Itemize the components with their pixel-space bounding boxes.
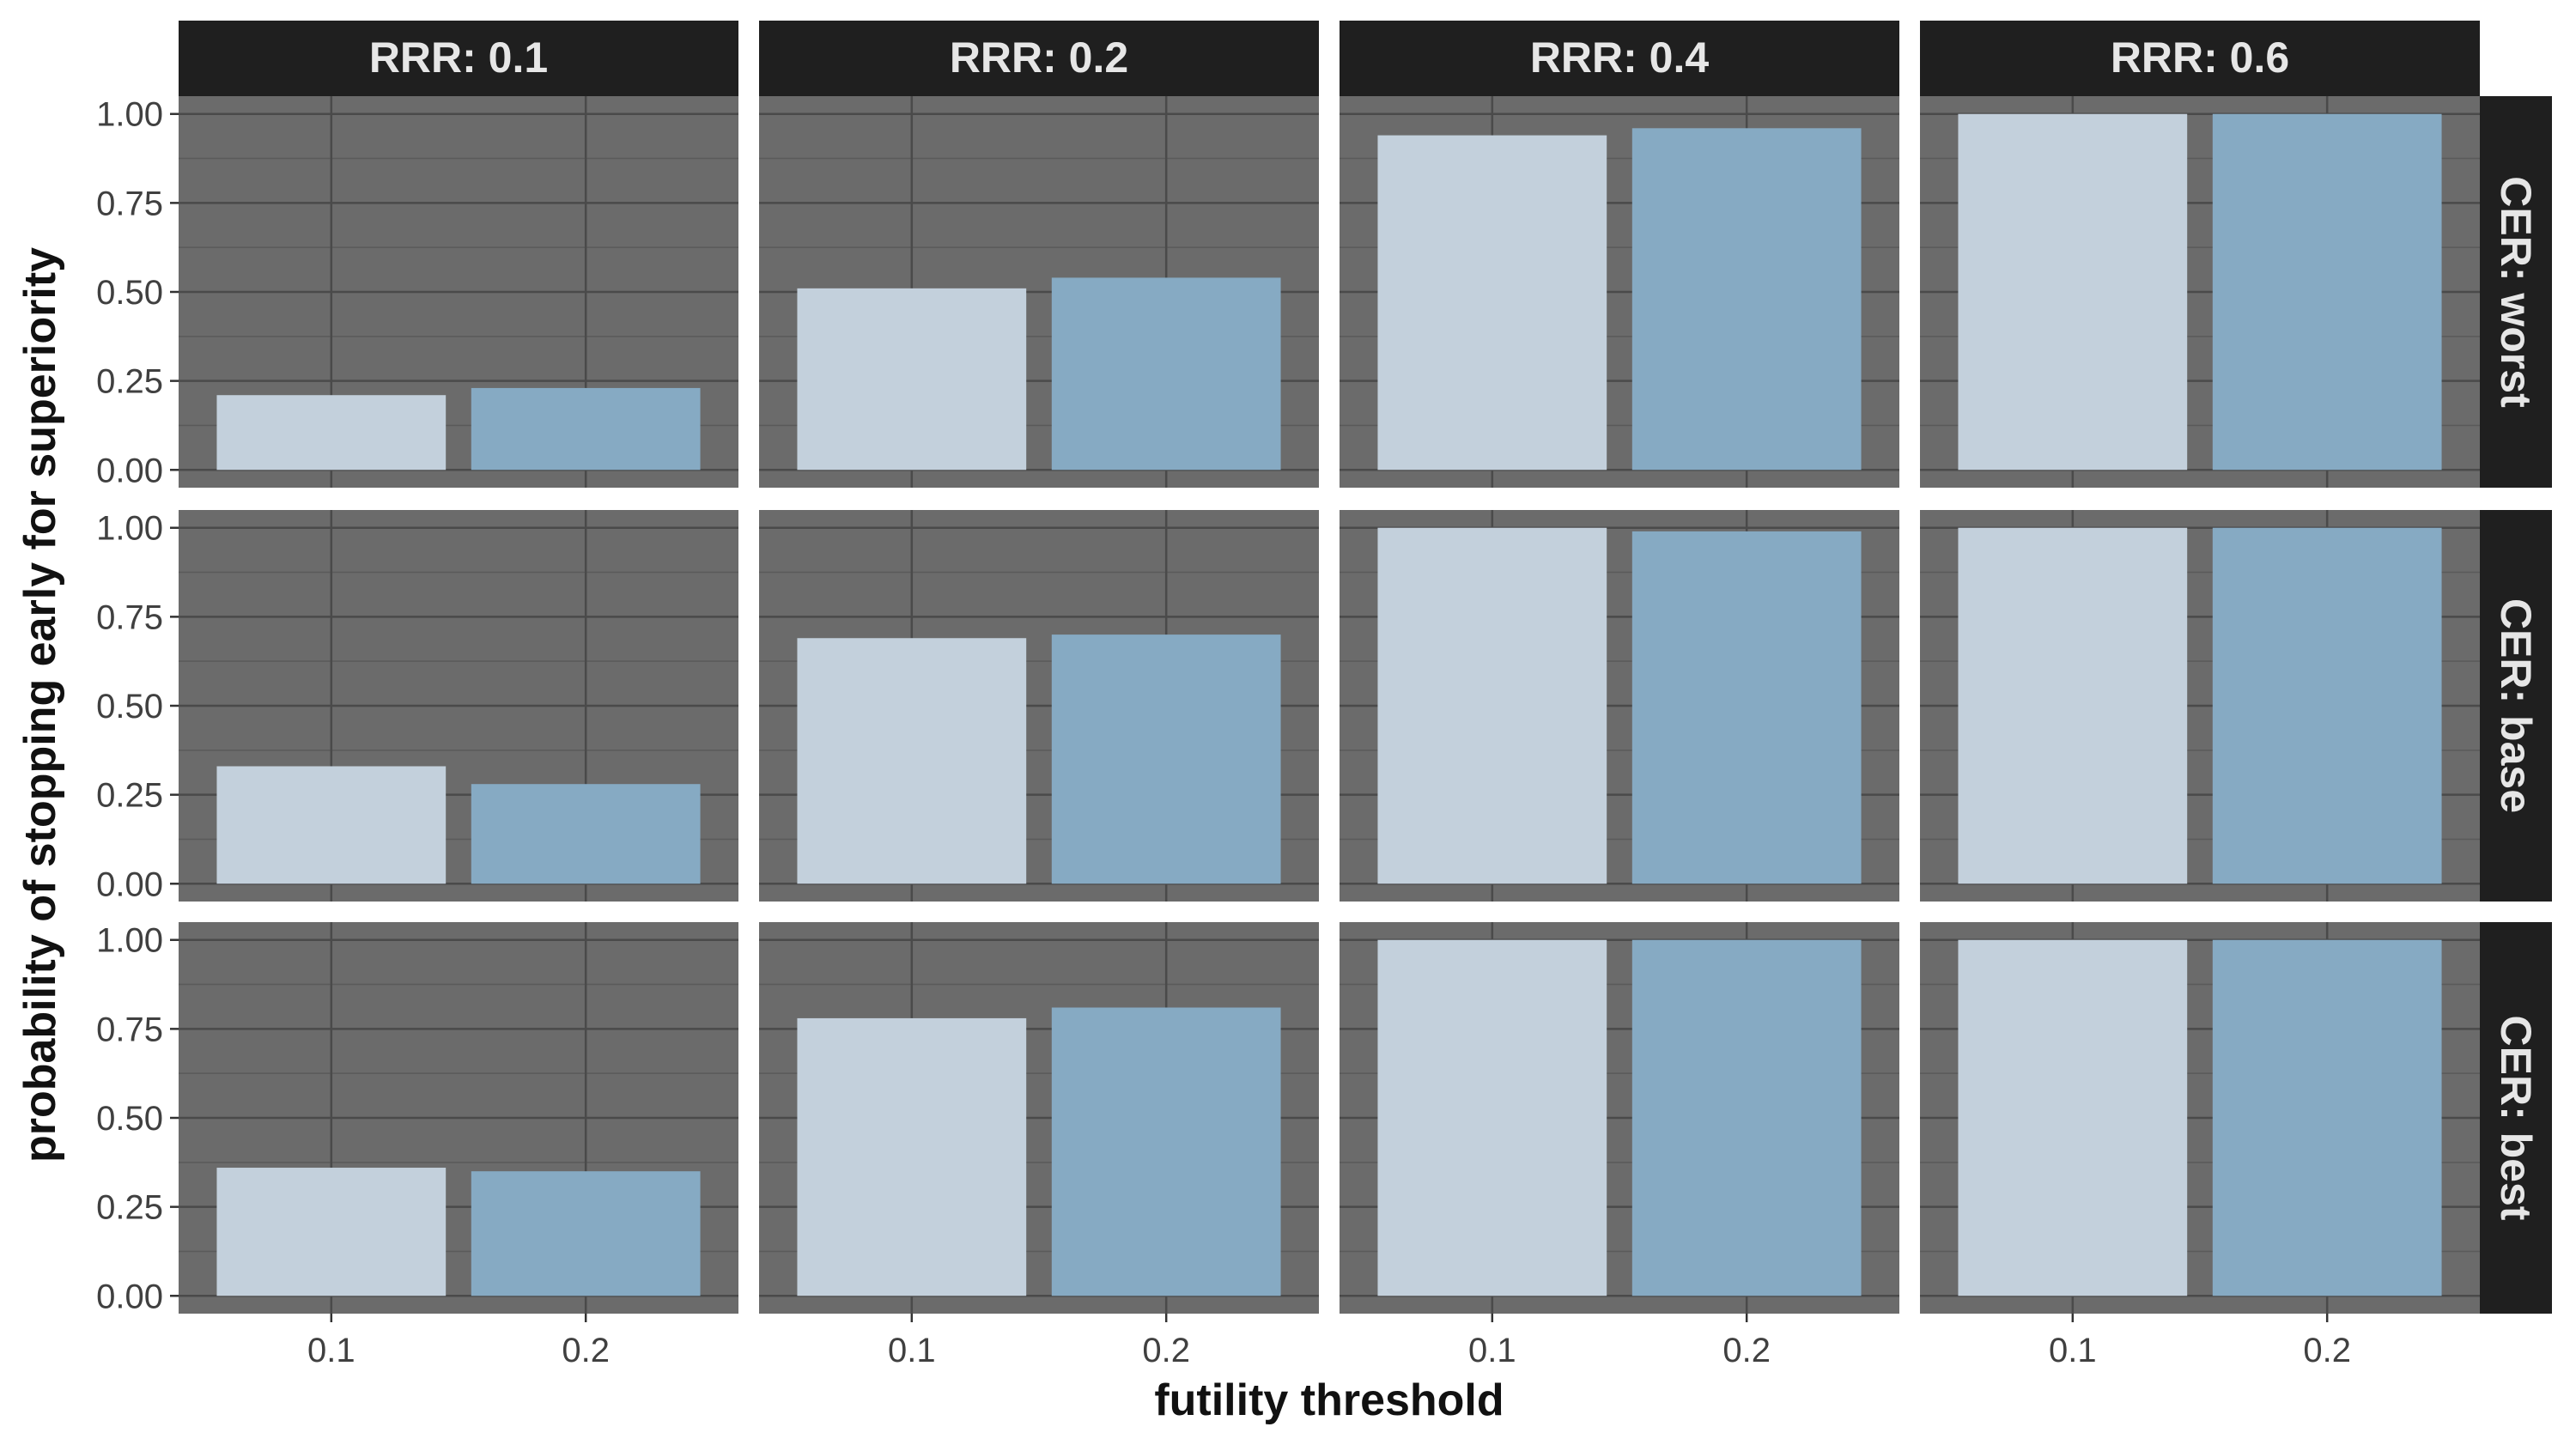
bar: [1051, 1007, 1281, 1296]
col-strip: [179, 21, 738, 96]
x-tick-label: 0.1: [2049, 1332, 2097, 1369]
bar: [1377, 527, 1607, 884]
y-tick-label: 0.50: [96, 688, 163, 726]
bar: [1958, 527, 2188, 884]
y-tick-label: 0.00: [96, 452, 163, 489]
y-tick-label: 1.00: [96, 922, 163, 960]
bar: [1631, 939, 1862, 1296]
y-tick-label: 0.00: [96, 865, 163, 903]
bar: [2212, 939, 2442, 1296]
bar: [216, 766, 447, 884]
x-axis-title: futility threshold: [1154, 1375, 1504, 1425]
x-tick-label: 0.1: [888, 1332, 936, 1369]
bar: [471, 784, 701, 884]
y-tick-label: 0.00: [96, 1278, 163, 1315]
y-tick-label: 1.00: [96, 510, 163, 548]
bar: [216, 1168, 447, 1296]
bar: [797, 288, 1027, 471]
col-strip: [1920, 21, 2480, 96]
row-strip: [2480, 922, 2552, 1314]
x-tick-label: 0.1: [1468, 1332, 1516, 1369]
bar: [1051, 277, 1281, 471]
bar: [2212, 113, 2442, 471]
row-strip-label: CER: worst: [2492, 176, 2540, 408]
bar: [1958, 113, 2188, 471]
y-tick-label: 0.75: [96, 1011, 163, 1048]
bar: [471, 1171, 701, 1296]
bar: [1377, 135, 1607, 471]
y-tick-label: 0.75: [96, 185, 163, 222]
col-strip: [1340, 21, 1899, 96]
x-tick-label: 0.2: [1142, 1332, 1190, 1369]
bar: [2212, 527, 2442, 884]
bar: [797, 638, 1027, 884]
row-strip: [2480, 96, 2552, 488]
y-tick-label: 0.50: [96, 274, 163, 312]
x-tick-label: 0.1: [307, 1332, 355, 1369]
y-tick-label: 0.25: [96, 363, 163, 401]
bar: [797, 1017, 1027, 1296]
y-tick-label: 0.75: [96, 598, 163, 636]
col-strip: [759, 21, 1319, 96]
col-strip-label: RRR: 0.1: [369, 33, 548, 82]
bar: [1631, 531, 1862, 884]
x-tick-label: 0.2: [2303, 1332, 2351, 1369]
y-axis-title: probability of stopping early for superi…: [15, 247, 65, 1163]
bar: [471, 387, 701, 471]
row-strip-label: CER: base: [2492, 598, 2540, 813]
y-tick-label: 1.00: [96, 96, 163, 134]
row-strip: [2480, 510, 2552, 902]
y-tick-label: 0.25: [96, 1189, 163, 1227]
bar: [216, 395, 447, 471]
y-tick-label: 0.25: [96, 777, 163, 815]
x-tick-label: 0.2: [1722, 1332, 1771, 1369]
bar: [1051, 634, 1281, 884]
bar: [1377, 939, 1607, 1296]
y-tick-label: 0.50: [96, 1100, 163, 1138]
col-strip-label: RRR: 0.6: [2111, 33, 2289, 82]
bar: [1958, 939, 2188, 1296]
row-strip-label: CER: best: [2492, 1016, 2540, 1221]
col-strip-label: RRR: 0.4: [1530, 33, 1710, 82]
bar: [1631, 128, 1862, 471]
col-strip-label: RRR: 0.2: [950, 33, 1128, 82]
x-tick-label: 0.2: [562, 1332, 610, 1369]
